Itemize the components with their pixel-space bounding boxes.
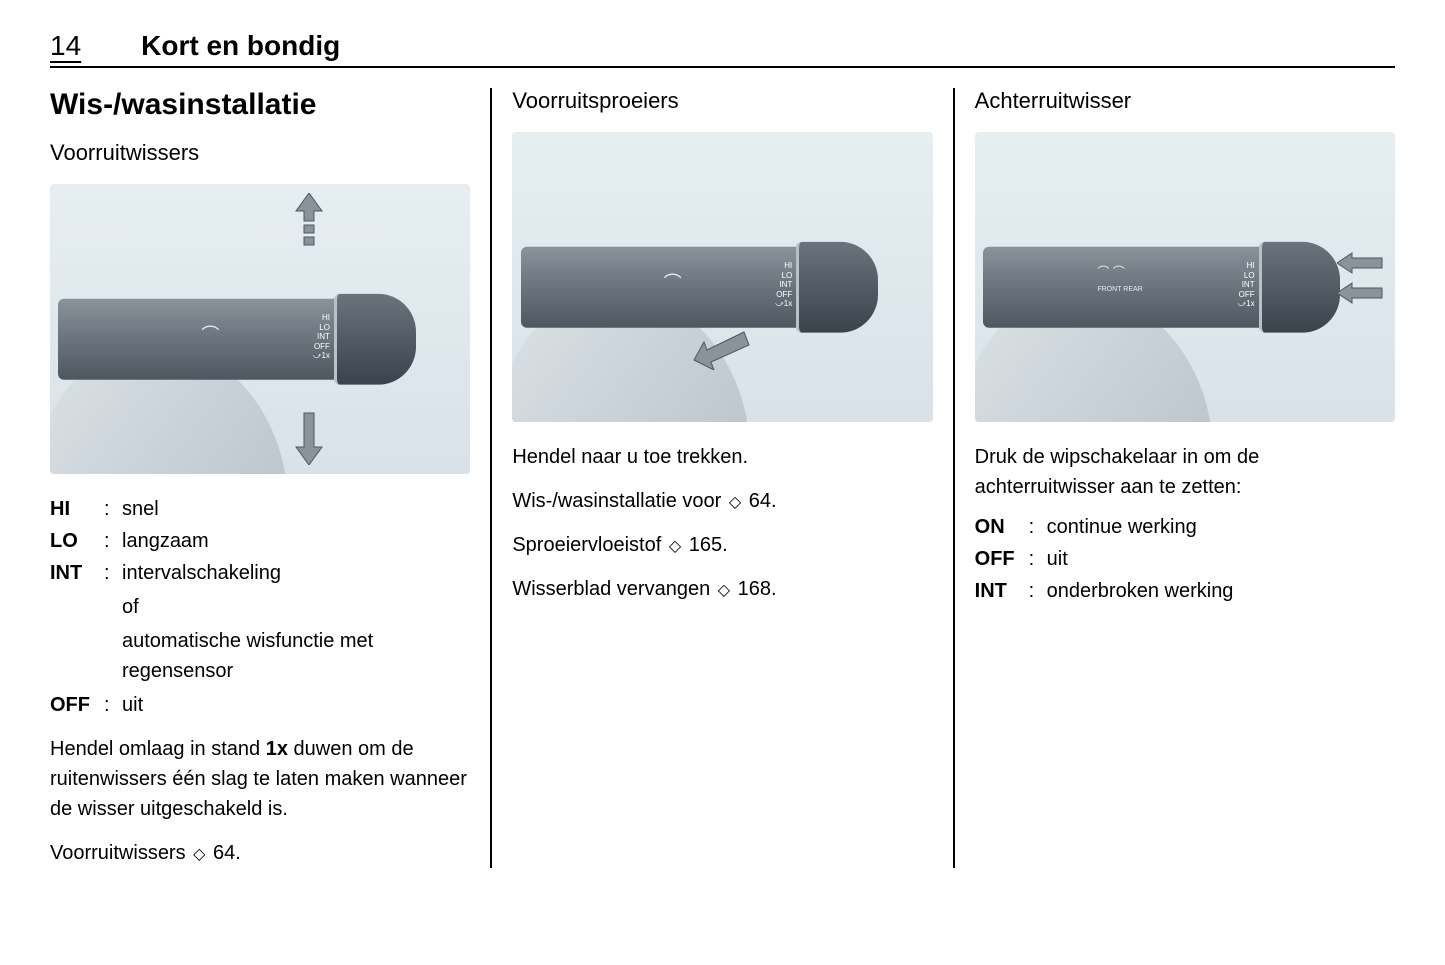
sub-heading-col1: Voorruitwissers <box>50 140 470 166</box>
def-row-lo: LO : langzaam <box>50 526 470 556</box>
ref-line-1: Sproeiervloeistof ◇ 165. <box>512 530 932 560</box>
wiper-glyph-icon: ⌒ <box>664 269 682 295</box>
def-row-on: ON : continue werking <box>975 512 1395 542</box>
column-3: Achterruitwisser ⌒ ⌒FRONT REAR HILOINTOF… <box>955 88 1395 868</box>
ref-line-2: Wisserblad vervangen ◇ 168. <box>512 574 932 604</box>
cross-ref-icon: ◇ <box>729 491 741 515</box>
def-desc: snel <box>122 494 470 524</box>
wiper-stalk-icon: ⌒ HILOINTOFF⤻1x <box>58 298 415 379</box>
page-header: 14 Kort en bondig <box>50 30 1395 68</box>
arrow-down-icon <box>294 405 324 465</box>
def-term: ON <box>975 512 1029 542</box>
def-sep: : <box>104 690 122 720</box>
ref-text: Wisserblad vervangen <box>512 578 715 600</box>
def-desc: continue werking <box>1047 512 1395 542</box>
def-desc: uit <box>122 690 470 720</box>
wiper-stalk-illustration-rear: ⌒ ⌒FRONT REAR HILOINTOFF⤻1x <box>975 132 1395 422</box>
ref-num: 168 <box>738 578 771 600</box>
def-term: INT <box>975 576 1029 606</box>
def-row-hi: HI : snel <box>50 494 470 524</box>
def-term: OFF <box>975 544 1029 574</box>
sub-heading-col3: Achterruitwisser <box>975 88 1395 114</box>
def-row-off: OFF : uit <box>50 690 470 720</box>
stalk-position-labels: HILOINTOFF⤻1x <box>775 261 792 309</box>
def-desc: uit <box>1047 544 1395 574</box>
cross-ref-icon: ◇ <box>669 535 681 559</box>
ref-num: 165 <box>689 534 722 556</box>
def-row-int3: INT : onderbroken werking <box>975 576 1395 606</box>
para-1x: Hendel omlaag in stand 1x duwen om de ru… <box>50 734 470 824</box>
para-1x-bold: 1x <box>266 738 288 760</box>
wiper-stalk-icon: ⌒ HILOINTOFF⤻1x <box>521 246 878 327</box>
def-row-int: INT : intervalschakeling <box>50 558 470 588</box>
def-sep: : <box>104 494 122 524</box>
ref-num: 64 <box>213 842 235 864</box>
ref-text: Voorruitwissers <box>50 842 191 864</box>
content-columns: Wis-/wasinstallatie Voorruitwissers ⌒ HI… <box>50 88 1395 868</box>
def-desc: langzaam <box>122 526 470 556</box>
column-1: Wis-/wasinstallatie Voorruitwissers ⌒ HI… <box>50 88 490 868</box>
definitions-col3: ON : continue werking OFF : uit INT : on… <box>975 512 1395 606</box>
ref-line-0: Wis-/wasinstallatie voor ◇ 64. <box>512 486 932 516</box>
def-int-sub-of: of <box>122 592 470 622</box>
wiper-glyph-icon: ⌒ <box>201 321 219 347</box>
para-1x-a: Hendel omlaag in stand <box>50 738 266 760</box>
cross-ref-icon: ◇ <box>718 579 730 603</box>
ref-text: Sproeiervloeistof <box>512 534 667 556</box>
wiper-stalk-icon: ⌒ ⌒FRONT REAR HILOINTOFF⤻1x <box>983 246 1340 327</box>
def-term: INT <box>50 558 104 588</box>
ref-num: 64 <box>749 490 771 512</box>
def-row-off3: OFF : uit <box>975 544 1395 574</box>
def-int-sub-auto: automatische wisfunctie met regensensor <box>122 626 470 686</box>
def-sep: : <box>104 526 122 556</box>
stalk-position-labels: HILOINTOFF⤻1x <box>1238 261 1255 309</box>
arrow-pull-icon <box>689 320 759 370</box>
definitions-col1: HI : snel LO : langzaam INT : intervalsc… <box>50 494 470 720</box>
para-ref-voorruit: Voorruitwissers ◇ 64. <box>50 838 470 868</box>
para-pull: Hendel naar u toe trekken. <box>512 442 932 472</box>
def-term: OFF <box>50 690 104 720</box>
def-sep: : <box>1029 544 1047 574</box>
def-term: LO <box>50 526 104 556</box>
front-rear-glyph-icon: ⌒ ⌒FRONT REAR <box>1097 262 1142 293</box>
arrow-up-icon <box>294 193 324 253</box>
para-intro-rear: Druk de wipschakelaar in om de achterrui… <box>975 442 1395 502</box>
section-title: Kort en bondig <box>141 30 340 62</box>
def-desc: onderbroken werking <box>1047 576 1395 606</box>
def-term: HI <box>50 494 104 524</box>
page-number: 14 <box>50 30 81 62</box>
arrow-push-icon <box>1337 248 1387 308</box>
stalk-position-labels: HILOINTOFF⤻1x <box>313 313 330 361</box>
def-desc: intervalschakeling <box>122 558 470 588</box>
def-sep: : <box>1029 512 1047 542</box>
sub-heading-col2: Voorruitsproeiers <box>512 88 932 114</box>
wiper-stalk-illustration-pull: ⌒ HILOINTOFF⤻1x <box>512 132 932 422</box>
ref-text: Wis-/wasinstallatie voor <box>512 490 727 512</box>
def-sep: : <box>1029 576 1047 606</box>
def-sep: : <box>104 558 122 588</box>
wiper-stalk-illustration-updown: ⌒ HILOINTOFF⤻1x <box>50 184 470 474</box>
column-2: Voorruitsproeiers ⌒ HILOINTOFF⤻1x Hendel… <box>490 88 954 868</box>
main-heading: Wis-/wasinstallatie <box>50 88 470 122</box>
cross-ref-icon: ◇ <box>193 843 205 867</box>
